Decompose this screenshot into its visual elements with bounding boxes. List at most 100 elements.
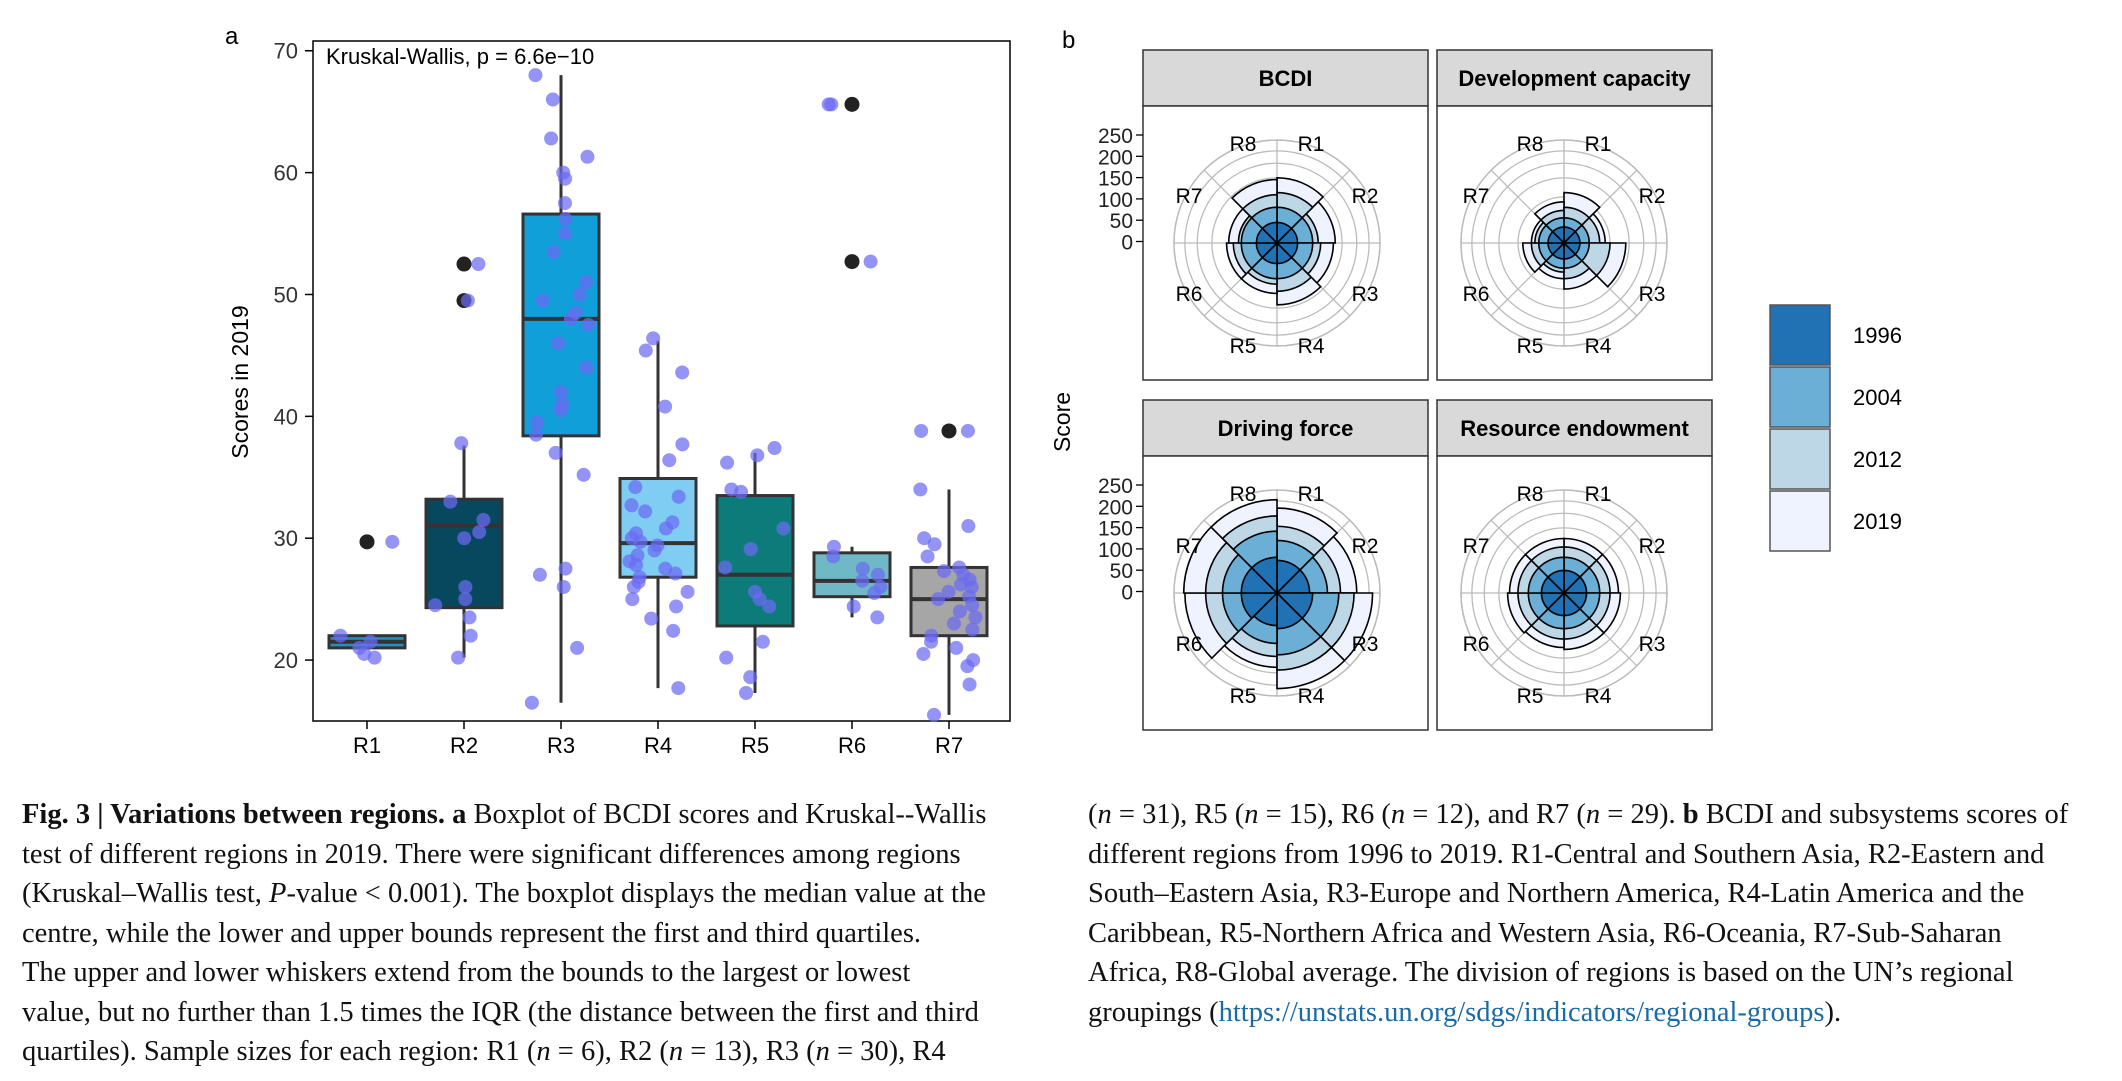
jitter-point — [367, 650, 382, 665]
radial-tick-label: 0 — [1121, 582, 1133, 605]
jitter-point — [556, 579, 571, 594]
theta-label: R1 — [1585, 133, 1612, 156]
jitter-point — [570, 640, 585, 655]
jitter-point — [941, 584, 956, 599]
caption-text: n — [1244, 799, 1259, 830]
theta-label: R2 — [1352, 185, 1379, 208]
box-r5 — [715, 494, 795, 628]
theta-label: R5 — [1230, 685, 1257, 708]
caption-text: Boxplot of BCDI scores and Kruskal--Wall… — [466, 799, 987, 830]
caption-text: BCDI and subsystems scores of — [1698, 799, 2069, 830]
jitter-point — [937, 564, 952, 579]
jitter-point — [927, 537, 942, 552]
facet-strip — [1436, 399, 1713, 457]
legend-label-2004: 2004 — [1853, 385, 1902, 410]
caption-text: = 30), R4 — [829, 1036, 946, 1067]
jitter-point — [544, 131, 559, 146]
jitter-point — [931, 592, 946, 607]
caption-line: different regions from 1996 to 2019. R1-… — [1088, 835, 2108, 875]
jitter-point — [680, 584, 695, 599]
caption-text: = 31), R5 ( — [1111, 799, 1245, 830]
radial-tick-label: 0 — [1121, 232, 1133, 255]
theta-label: R2 — [1352, 535, 1379, 558]
caption-line: test of different regions in 2019. There… — [22, 835, 1052, 875]
jitter-point — [578, 275, 593, 290]
y-tick-label: 60 — [274, 161, 298, 186]
theta-label: R8 — [1230, 133, 1257, 156]
x-tick-label-r1: R1 — [353, 733, 381, 758]
y-tick-label: 20 — [274, 648, 298, 673]
panel-a-plot-frame — [312, 40, 1011, 722]
jitter-point — [535, 293, 550, 308]
jitter-point — [949, 640, 964, 655]
jitter-point — [558, 171, 573, 186]
caption-text: = 29). — [1600, 799, 1683, 830]
jitter-point — [662, 453, 677, 468]
theta-label: R6 — [1463, 633, 1490, 656]
jitter-point — [666, 623, 681, 638]
theta-label: R3 — [1639, 283, 1666, 306]
facet-title: BCDI — [1259, 66, 1313, 91]
regional-groups-link[interactable]: https://unstats.un.org/sdgs/indicators/r… — [1218, 996, 1825, 1028]
jitter-point — [755, 634, 770, 649]
jitter-point — [476, 512, 491, 527]
jitter-point — [658, 521, 673, 536]
jitter-point — [548, 445, 563, 460]
theta-label: R7 — [1463, 535, 1490, 558]
caption-text: Caribbean, R5-Northern Africa and Wester… — [1088, 917, 2002, 949]
jitter-point — [472, 525, 487, 540]
caption-text: groupings ( — [1088, 996, 1219, 1028]
caption-line: quartiles). Sample sizes for each region… — [22, 1032, 1052, 1072]
y-tick-label: 50 — [274, 282, 298, 307]
caption-text: ( — [1088, 799, 1098, 830]
x-tick-label-r4: R4 — [644, 733, 672, 758]
jitter-point — [720, 455, 735, 470]
jitter-point — [668, 566, 683, 581]
theta-label: R8 — [1517, 133, 1544, 156]
jitter-point — [776, 521, 791, 536]
caption-text: b — [1682, 799, 1699, 830]
jitter-point — [633, 534, 648, 549]
caption-text: ). — [1824, 996, 1842, 1028]
jitter-point — [580, 149, 595, 164]
facet-title: Driving force — [1218, 416, 1354, 441]
caption-text: n — [1390, 799, 1406, 830]
theta-label: R5 — [1517, 335, 1544, 358]
radial-tick-label: 200 — [1098, 146, 1133, 169]
caption-line: The upper and lower whiskers extend from… — [22, 953, 1052, 993]
polar-bar-1996-r8 — [1546, 569, 1565, 595]
jitter-point — [924, 634, 939, 649]
theta-label: R1 — [1585, 483, 1612, 506]
theta-label: R8 — [1230, 483, 1257, 506]
jitter-point — [946, 616, 961, 631]
theta-label: R4 — [1585, 335, 1612, 358]
jitter-point — [821, 97, 836, 112]
caption-line: South–Eastern Asia, R3-Europe and Northe… — [1088, 874, 2108, 914]
theta-label: R4 — [1585, 685, 1612, 708]
theta-label: R6 — [1176, 633, 1203, 656]
caption-text: Africa, R8-Global average. The division … — [1088, 957, 2014, 988]
jitter-point — [530, 415, 545, 430]
caption-line: Caribbean, R5-Northern Africa and Wester… — [1088, 914, 2108, 954]
caption-text: (Kruskal–Wallis test, — [22, 878, 270, 909]
theta-label: R1 — [1298, 483, 1325, 506]
panel-b-y-axis-title: Score — [1049, 392, 1075, 452]
legend-swatch-1996 — [1769, 304, 1831, 366]
facet-title: Resource endowment — [1460, 416, 1689, 441]
caption-text: P — [269, 878, 287, 909]
polar-bar-1996-r8 — [1250, 556, 1278, 595]
facet-strip — [1142, 399, 1429, 457]
caption-text: = 6), R2 ( — [550, 1036, 669, 1067]
caption-line: Africa, R8-Global average. The division … — [1088, 953, 2108, 993]
jitter-point — [962, 677, 977, 692]
jitter-point — [462, 610, 477, 625]
jitter-point — [870, 567, 885, 582]
jitter-point — [629, 558, 644, 573]
facet-strip — [1142, 49, 1429, 107]
jitter-point — [671, 489, 686, 504]
outlier-point — [359, 534, 375, 550]
jitter-point — [952, 604, 967, 619]
legend-label-2019: 2019 — [1853, 509, 1902, 534]
jitter-point — [968, 610, 983, 625]
